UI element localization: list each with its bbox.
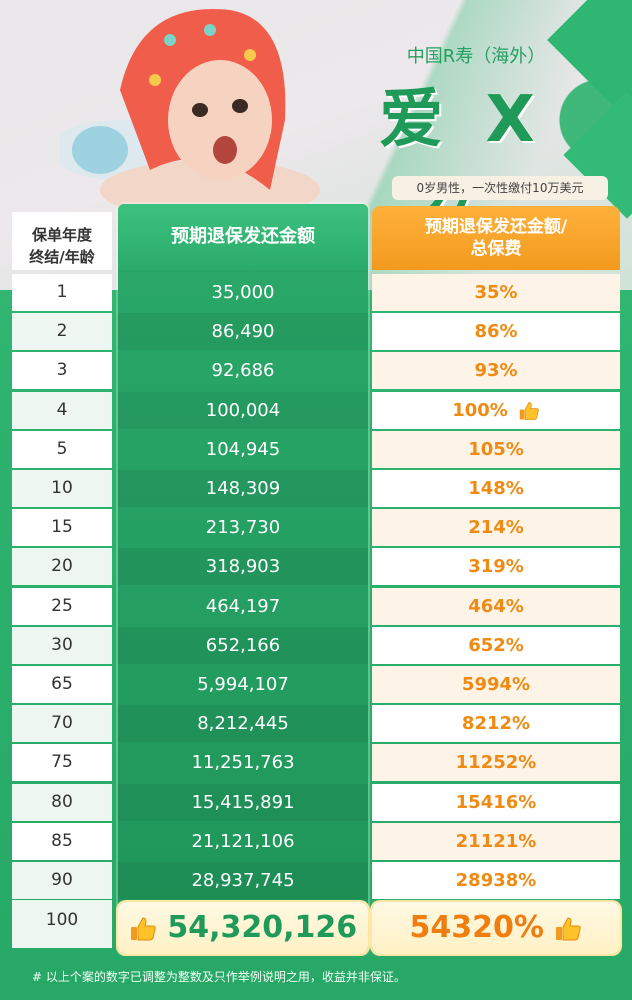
row-ratio: 28938% xyxy=(372,862,620,899)
row-ratio: 214% xyxy=(372,509,620,546)
row-amount: 213,730 xyxy=(205,517,281,538)
row-amount: 92,686 xyxy=(211,360,275,381)
row-ratio: 319% xyxy=(372,548,620,585)
row-ratio-value: 652% xyxy=(468,635,524,656)
row-ratio: 464% xyxy=(372,588,620,625)
row-ratio: 5994% xyxy=(372,666,620,703)
row-age: 10 xyxy=(12,470,112,507)
row-ratio-value: 5994% xyxy=(461,674,531,695)
age-header-line-2: 终结/年龄 xyxy=(29,248,95,266)
row-age: 65 xyxy=(12,666,112,703)
row-ratio-value: 214% xyxy=(468,517,524,538)
row-amount: 5,994,107 xyxy=(197,674,289,695)
row-age: 90 xyxy=(12,862,112,899)
disclaimer: # 以上个案的数字已调整为整数及只作举例说明之用，收益并非保证。 xyxy=(32,970,406,984)
row-ratio-value: 15416% xyxy=(455,792,537,813)
row-amount: 35,000 xyxy=(211,282,275,303)
brand-name: 中国R寿（海外） xyxy=(406,46,546,67)
row-ratio: 148% xyxy=(372,470,620,507)
row-amount: 28,937,745 xyxy=(118,862,368,899)
case-description: 0岁男性，一次性缴付10万美元 xyxy=(392,176,608,200)
row-amount: 21,121,106 xyxy=(191,831,295,852)
row-age: 2 xyxy=(12,313,112,350)
row-ratio: 93% xyxy=(372,352,620,389)
row-ratio-value: 93% xyxy=(474,360,518,381)
final-row-age: 100 xyxy=(12,900,112,948)
row-ratio: 21121% xyxy=(372,823,620,860)
row-ratio-value: 35% xyxy=(474,282,518,303)
row-ratio: 86% xyxy=(372,313,620,350)
row-amount: 318,903 xyxy=(118,548,368,585)
row-amount: 104,945 xyxy=(205,439,281,460)
row-age: 85 xyxy=(12,823,112,860)
row-age: 80 xyxy=(12,784,112,821)
row-age: 1 xyxy=(12,274,112,311)
row-age: 5 xyxy=(12,431,112,468)
row-ratio-value: 86% xyxy=(474,321,518,342)
row-age: 4 xyxy=(12,392,112,429)
row-ratio-value: 319% xyxy=(468,556,524,577)
row-ratio-value: 105% xyxy=(468,439,524,460)
row-ratio-value: 8212% xyxy=(461,713,531,734)
row-ratio: 35% xyxy=(372,274,620,311)
amount-column-header: 预期退保发还金额 xyxy=(118,204,368,270)
final-ratio-value: 54320% xyxy=(409,910,544,945)
row-ratio: 8212% xyxy=(372,705,620,742)
row-age: 3 xyxy=(12,352,112,389)
row-amount: 8,212,445 xyxy=(118,705,368,742)
row-amount: 15,415,891 xyxy=(118,784,368,821)
row-ratio-value: 28938% xyxy=(455,870,537,891)
row-age: 70 xyxy=(12,705,112,742)
row-age: 25 xyxy=(12,588,112,625)
hero-banner: 中国R寿（海外） 爱 X 久 0岁男性，一次性缴付10万美元 xyxy=(0,0,632,290)
ratio-header-line-1: 预期退保发还金额/ xyxy=(424,217,568,237)
thumbs-up-icon xyxy=(519,402,539,420)
row-age: 15 xyxy=(12,509,112,546)
row-ratio: 105% xyxy=(372,431,620,468)
row-ratio-value: 100% xyxy=(452,400,508,421)
row-age: 75 xyxy=(12,744,112,781)
age-header-line-1: 保单年度 xyxy=(31,226,92,244)
row-ratio-value: 21121% xyxy=(455,831,537,852)
row-amount: 86,490 xyxy=(118,313,368,350)
baby-photo xyxy=(60,9,320,220)
row-ratio: 11252% xyxy=(372,744,620,781)
row-age: 20 xyxy=(12,548,112,585)
age-column-header: 保单年度 终结/年龄 xyxy=(12,212,112,270)
ratio-column-header: 预期退保发还金额/ 总保费 xyxy=(372,206,620,270)
row-ratio-value: 11252% xyxy=(455,752,537,773)
row-ratio: 15416% xyxy=(372,784,620,821)
ratio-header-line-2: 总保费 xyxy=(470,239,522,259)
row-amount: 100,004 xyxy=(118,392,368,429)
row-amount: 464,197 xyxy=(205,596,281,617)
row-ratio-value: 464% xyxy=(468,596,524,617)
row-amount: 148,309 xyxy=(118,470,368,507)
final-row-amount: 54,320,126 xyxy=(118,902,368,954)
final-amount-value: 54,320,126 xyxy=(167,910,358,945)
row-ratio: 652% xyxy=(372,627,620,664)
row-age: 30 xyxy=(12,627,112,664)
final-row-ratio: 54320% xyxy=(372,902,620,954)
row-ratio-value: 148% xyxy=(468,478,524,499)
row-amount: 652,166 xyxy=(118,627,368,664)
thumbs-up-icon xyxy=(556,916,582,940)
row-amount: 11,251,763 xyxy=(191,752,295,773)
row-ratio: 100% xyxy=(372,392,620,429)
thumbs-up-icon xyxy=(130,916,156,940)
amount-column-bg xyxy=(118,204,368,954)
